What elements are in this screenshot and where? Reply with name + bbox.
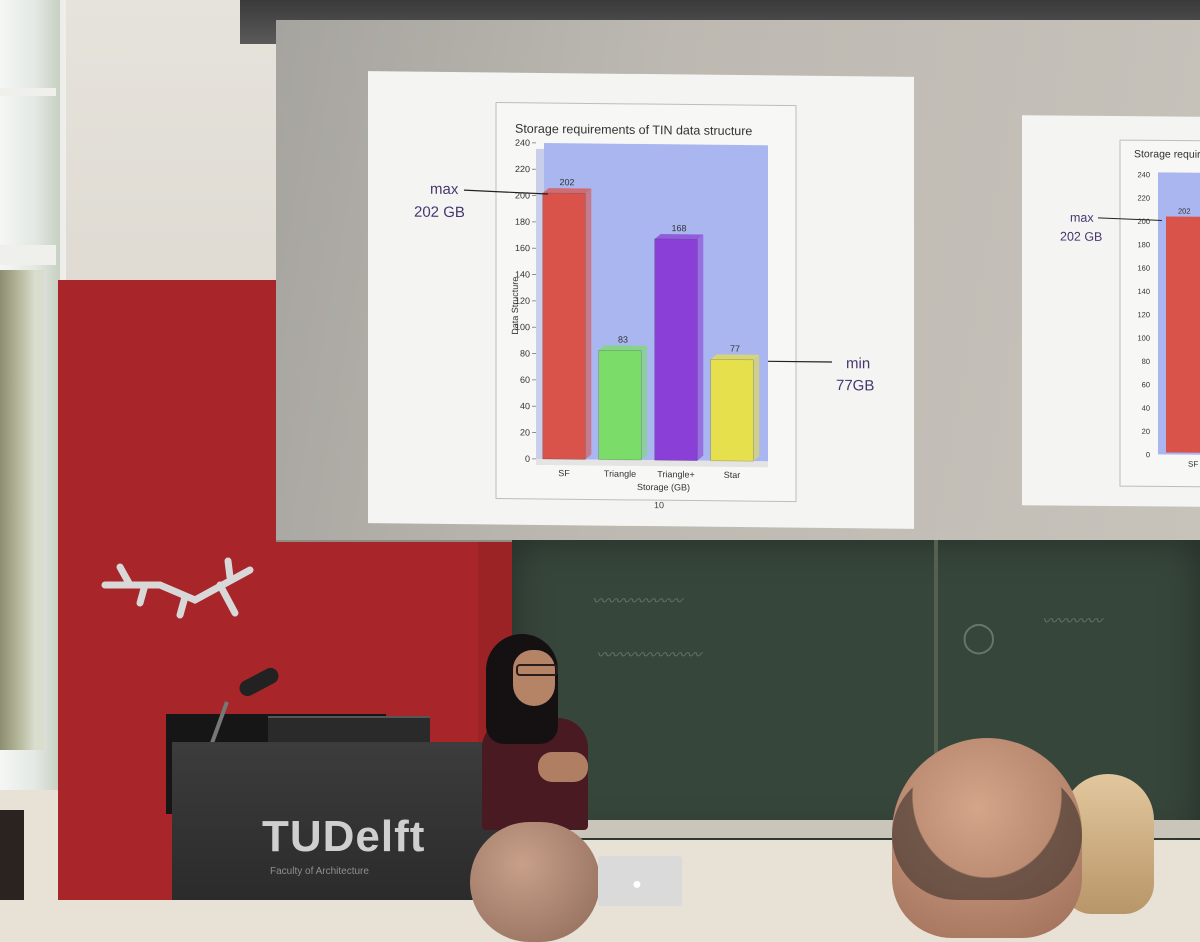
- y-tick-label: 160: [515, 243, 530, 253]
- bar-sf: [543, 193, 586, 459]
- x-tick-label: Triangle+: [657, 469, 694, 479]
- bar-chart-secondary: Storage requireme 202 SF max 202 GB 0 20 4…: [1022, 115, 1200, 507]
- bar-sf: [1166, 216, 1200, 452]
- y-tick-label: 0: [525, 454, 530, 464]
- bar-top: [543, 188, 592, 194]
- chart-title-partial: Storage requireme: [1134, 148, 1200, 161]
- max-annotation-label: max: [430, 181, 459, 198]
- bar-side: [753, 355, 759, 461]
- y-tick-label: 140: [1137, 287, 1150, 296]
- min-annotation-value: 77GB: [836, 377, 874, 394]
- bar-triangle-plus: [655, 239, 698, 461]
- y-axis-label: Data Structure: [510, 277, 520, 335]
- y-tick-label: 20: [1142, 427, 1150, 436]
- bar-side: [697, 234, 703, 460]
- bar-value-label: 77: [730, 344, 740, 354]
- y-tick-label: 80: [520, 348, 530, 358]
- y-tick-label: 40: [520, 401, 530, 411]
- y-tick-label: 200: [1137, 217, 1150, 226]
- min-annotation-label: min: [846, 355, 870, 372]
- bar-side: [641, 346, 647, 460]
- slide-page-number: 10: [654, 500, 664, 510]
- apple-logo-icon: ●: [628, 876, 646, 894]
- y-tick-label: 180: [515, 217, 530, 227]
- chalk-scribble: 〰〰〰〰〰〰: [592, 590, 682, 611]
- slide-secondary: Storage requireme 202 SF max 202 GB 0 20 4…: [1022, 115, 1200, 507]
- chalk-scribble: 〰〰〰〰: [1042, 610, 1102, 631]
- window-frame: [0, 245, 56, 265]
- y-tick-label: 60: [1142, 380, 1150, 389]
- x-tick-label: SF: [1188, 460, 1198, 469]
- bar-label: 202: [1178, 207, 1191, 216]
- y-tick-label: 100: [1137, 334, 1150, 343]
- speaker-hands: [538, 752, 588, 782]
- bar-top: [711, 354, 760, 360]
- y-tick-label: 200: [515, 190, 530, 200]
- speaker-glasses: [516, 664, 558, 676]
- tudelft-logo: TUDelft: [262, 812, 425, 862]
- slide-main: Storage requirements of TIN data structu…: [368, 71, 914, 529]
- y-tick-label: 60: [520, 375, 530, 385]
- audience-head: [470, 822, 600, 942]
- max-annotation-label: max: [1070, 211, 1094, 225]
- y-tick-label: 120: [1137, 310, 1150, 319]
- x-tick-label: Triangle: [604, 469, 636, 479]
- y-tick-label: 220: [1137, 194, 1150, 203]
- chart-title: Storage requirements of TIN data structu…: [515, 122, 752, 138]
- audience-hair: [892, 770, 1082, 900]
- x-tick-label: Star: [724, 470, 741, 480]
- y-tick-label: 160: [1137, 264, 1150, 273]
- audience-head: [0, 810, 24, 900]
- max-annotation-value: 202 GB: [1060, 230, 1102, 244]
- bar-value-label: 168: [671, 223, 686, 233]
- bar-top: [655, 234, 704, 240]
- y-tick-label: 240: [515, 138, 530, 148]
- chalk-scribble: 〰〰〰〰〰〰〰: [596, 644, 701, 665]
- y-tick-label: 20: [520, 427, 530, 437]
- bar-value-label: 83: [618, 334, 628, 344]
- y-tick-label: 180: [1137, 240, 1150, 249]
- bar-star: [711, 359, 754, 461]
- x-tick-label: SF: [558, 468, 570, 478]
- window-frame: [0, 88, 56, 96]
- y-tick-label: 0: [1146, 450, 1150, 459]
- bar-top: [599, 345, 648, 351]
- bar-chart: Storage requirements of TIN data structu…: [368, 71, 914, 529]
- lectern-subtitle: Faculty of Architecture: [270, 866, 369, 877]
- y-tick-label: 240: [1137, 170, 1150, 179]
- y-tick-label: 220: [515, 164, 530, 174]
- y-tick-label: 40: [1142, 404, 1150, 413]
- x-axis-label: Storage (GB): [637, 482, 690, 493]
- min-annotation-line: [768, 361, 832, 362]
- chalk-drawing: ◯: [962, 620, 996, 655]
- max-annotation-value: 202 GB: [414, 204, 465, 222]
- y-tick-label: 80: [1142, 357, 1150, 366]
- tree-outside-window: [0, 270, 44, 750]
- bar-side: [585, 188, 591, 459]
- bar-value-label: 202: [559, 177, 574, 187]
- speaker-face: [513, 650, 555, 706]
- bar-triangle: [599, 350, 642, 460]
- branch-decoration-icon: [100, 555, 260, 625]
